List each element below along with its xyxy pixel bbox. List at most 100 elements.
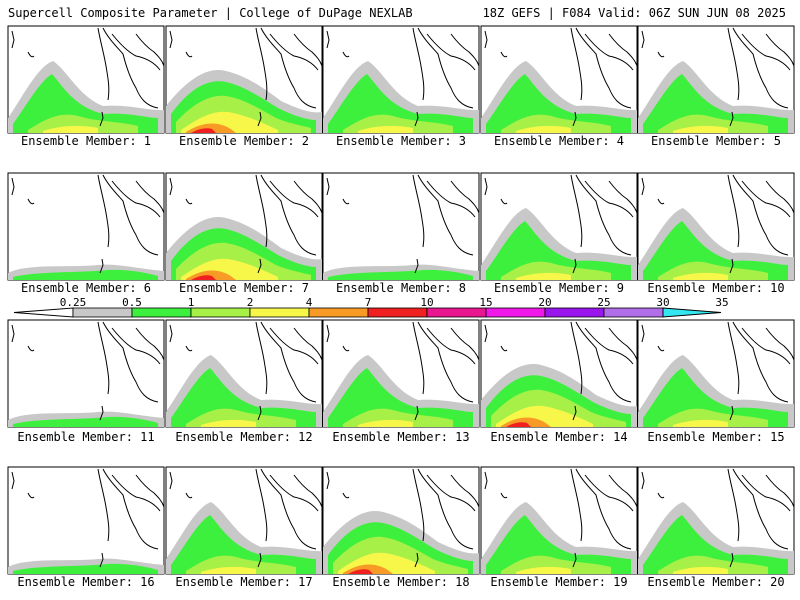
scp-contour-region: [673, 125, 728, 133]
colorbar-swatch: [485, 307, 546, 318]
coastline-outline: [584, 474, 634, 512]
coastline-outline: [575, 321, 632, 403]
ensemble-member-label: Ensemble Member: 18: [332, 575, 469, 589]
scp-contour-fill: [8, 321, 164, 427]
coastline-outline: [135, 180, 164, 214]
coastline-outline: [765, 180, 794, 214]
coastline-outline: [135, 327, 164, 361]
scp-contour-region: [486, 74, 631, 133]
scp-contour-region: [13, 269, 158, 280]
ensemble-member-label: Ensemble Member: 16: [17, 575, 154, 589]
scp-contour-region: [201, 566, 256, 574]
coastline-outline: [169, 30, 173, 49]
scp-contour-region: [328, 269, 473, 280]
coastline-outline: [111, 474, 161, 512]
colorbar-tick-label: 2: [247, 296, 254, 309]
coastline-outline: [732, 27, 789, 109]
scp-contour-fill: [323, 321, 479, 427]
coastline-outline: [269, 180, 319, 218]
ensemble-member-panel: [637, 25, 795, 134]
coastline-outline: [293, 474, 322, 508]
coastline-outline: [575, 174, 632, 256]
colorbar-lower-arrow: [13, 307, 74, 318]
coastline-outline: [255, 468, 268, 542]
ensemble-member-panel: [165, 319, 323, 428]
coastline-outline: [255, 321, 268, 395]
coastline-outline: [765, 327, 794, 361]
scp-contour-fill: [166, 174, 322, 280]
coastline-outline: [342, 51, 350, 58]
ensemble-member-panel: [480, 25, 638, 134]
scp-contour-region: [516, 125, 571, 133]
coastline-outline: [293, 327, 322, 361]
coastline-outline: [729, 405, 734, 421]
coastline-outline: [575, 27, 632, 109]
coastline-outline: [27, 51, 35, 58]
coastline-outline: [727, 27, 740, 101]
coastline-outline: [426, 474, 476, 512]
colorbar-tick-label: 4: [306, 296, 313, 309]
coastline-outline: [484, 177, 488, 196]
colorbar-swatch: [131, 307, 192, 318]
colorbar-swatch: [603, 307, 664, 318]
scp-contour-region: [358, 419, 413, 427]
map-frame: [7, 319, 165, 428]
coastline-outline: [412, 174, 425, 248]
coastline-outline: [741, 180, 791, 218]
ensemble-member-label: Ensemble Member: 3: [336, 134, 466, 148]
coastline-outline: [584, 33, 634, 71]
scp-contour-region: [191, 128, 216, 133]
coastline-outline: [102, 468, 159, 550]
scp-contour-fill: [638, 321, 794, 427]
coastline-outline: [27, 198, 35, 205]
ensemble-member-label: Ensemble Member: 9: [494, 281, 624, 295]
ensemble-member-panel: [7, 466, 165, 575]
scp-contour-fill: [481, 321, 637, 427]
colorbar-tick-label: 1: [188, 296, 195, 309]
scp-contour-fill: [8, 174, 164, 280]
map-frame: [7, 172, 165, 281]
coastline-outline: [257, 258, 262, 274]
scp-contour-fill: [638, 174, 794, 280]
coastline-outline: [417, 468, 474, 550]
coastline-outline: [99, 111, 104, 127]
coastline-outline: [484, 30, 488, 49]
scp-contour-region: [13, 563, 158, 574]
colorbar-tick-label: 20: [538, 296, 551, 309]
scp-contour-region: [643, 74, 788, 133]
scp-contour-region: [486, 515, 631, 574]
ensemble-member-panel: [7, 25, 165, 134]
coastline-outline: [257, 405, 262, 421]
ensemble-member-label: Ensemble Member: 2: [179, 134, 309, 148]
ensemble-member-label: Ensemble Member: 19: [490, 575, 627, 589]
ensemble-member-panel: [165, 172, 323, 281]
coastline-outline: [608, 327, 637, 361]
coastline-outline: [257, 111, 262, 127]
scp-contour-region: [43, 125, 98, 133]
scp-contour-region: [516, 272, 571, 280]
coastline-outline: [185, 198, 193, 205]
coastline-outline: [732, 174, 789, 256]
ensemble-member-label: Ensemble Member: 5: [651, 134, 781, 148]
coastline-outline: [584, 327, 634, 365]
colorbar-swatch: [544, 307, 605, 318]
colorbar-tick-label: 7: [365, 296, 372, 309]
coastline-outline: [484, 471, 488, 490]
coastline-outline: [111, 33, 161, 71]
coastline-outline: [570, 321, 583, 395]
coastline-outline: [741, 327, 791, 365]
ensemble-member-panel: [7, 319, 165, 428]
coastline-outline: [732, 321, 789, 403]
coastline-outline: [414, 258, 419, 274]
coastline-outline: [765, 474, 794, 508]
scp-contour-region: [348, 569, 373, 574]
coastline-outline: [342, 345, 350, 352]
coastline-outline: [102, 27, 159, 109]
scp-contour-region: [191, 275, 216, 280]
ensemble-member-label: Ensemble Member: 4: [494, 134, 624, 148]
ensemble-member-label: Ensemble Member: 13: [332, 430, 469, 444]
coastline-outline: [484, 324, 488, 343]
coastline-outline: [732, 468, 789, 550]
coastline-outline: [414, 111, 419, 127]
ensemble-member-label: Ensemble Member: 1: [21, 134, 151, 148]
